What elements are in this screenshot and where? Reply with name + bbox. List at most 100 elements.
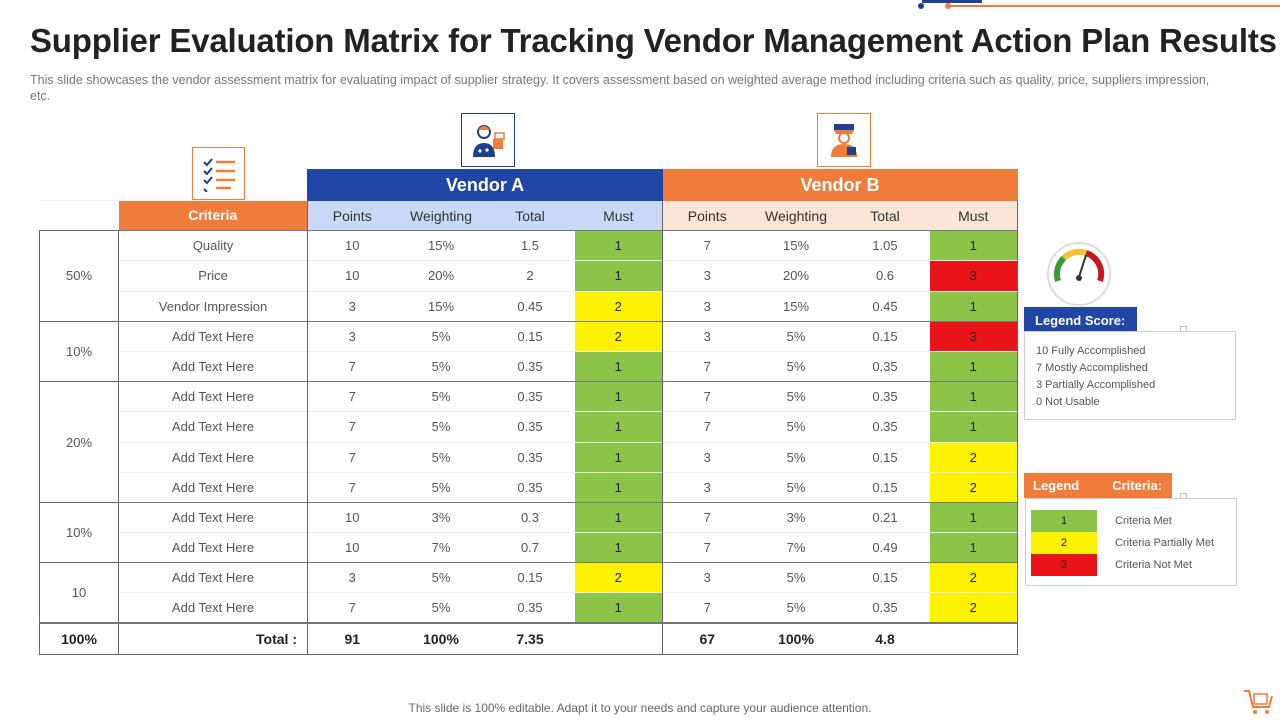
vendor-a-total-cell: 0.15 <box>485 562 575 593</box>
criteria-cell: Add Text Here <box>118 471 308 503</box>
vendor-a-points-cell: 7 <box>307 592 397 624</box>
vendor-a-weighting-cell: 15% <box>396 290 486 322</box>
page-subtitle: This slide showcases the vendor assessme… <box>30 73 1210 103</box>
vendor-b-total-cell: 0.35 <box>840 592 930 624</box>
vendor-a-points-cell: 3 <box>307 290 397 322</box>
legend-criteria-item: 1 Criteria Met <box>1031 510 1236 532</box>
vendor-b-must-cell: 1 <box>929 532 1018 563</box>
vendor-a-must-cell: 2 <box>574 320 663 352</box>
criteria-cell: Add Text Here <box>118 441 308 473</box>
total-vendor-b-points: 67 <box>662 622 752 655</box>
checklist-icon <box>192 147 245 200</box>
vendor-b-weighting-cell: 15% <box>751 290 841 322</box>
vendor-b-points-cell: 3 <box>662 320 752 352</box>
total-vendor-b-total: 4.8 <box>840 622 930 655</box>
vendor-b-must-cell: 3 <box>929 260 1018 292</box>
total-vendor-b-must <box>929 622 1018 655</box>
vendor-a-total-cell: 0.15 <box>485 320 575 352</box>
vendor-a-weighting-cell: 7% <box>396 532 486 563</box>
table-row: Add Text Here 7 5% 0.35 1 3 5% 0.15 2 <box>40 441 1018 473</box>
vendor-a-must-cell: 1 <box>574 471 663 503</box>
table-row: 10 Add Text Here 3 5% 0.15 2 3 5% 0.15 2 <box>39 562 1018 624</box>
criteria-cell: Add Text Here <box>118 562 308 593</box>
vendor-a-must-cell: 1 <box>574 230 663 261</box>
total-vendor-a-must <box>574 622 663 655</box>
vendor-b-points-cell: 3 <box>662 290 752 322</box>
vendor-b-weighting-cell: 5% <box>751 441 841 473</box>
vendor-b-weighting-cell: 5% <box>751 381 841 412</box>
legend-criteria-label: Criteria Partially Met <box>1115 537 1215 549</box>
total-vendor-a-total: 7.35 <box>485 622 575 655</box>
vendor-b-total-cell: 0.35 <box>840 411 930 442</box>
vendor-b-col-must: Must <box>929 200 1018 231</box>
vendor-b-points-cell: 7 <box>662 501 752 533</box>
vendor-b-points-cell: 7 <box>662 411 752 442</box>
vendor-b-points-cell: 7 <box>662 230 752 261</box>
vendor-a-must-cell: 2 <box>574 290 663 322</box>
table-row: Add Text Here 10 7% 0.7 1 7 7% 0.49 1 <box>40 532 1018 563</box>
vendor-a-header: Vendor A <box>307 169 663 201</box>
vendor-a-total-cell: 0.7 <box>485 532 575 563</box>
group-weight: 50% <box>39 230 119 322</box>
vendor-a-weighting-cell: 20% <box>396 260 486 292</box>
total-vendor-a-points: 91 <box>307 622 397 655</box>
group-weight: 10% <box>39 320 119 382</box>
criteria-cell: Vendor Impression <box>118 290 308 322</box>
legend-criteria-title: Legend Criteria: <box>1024 473 1172 498</box>
vendor-b-must-cell: 2 <box>929 562 1018 593</box>
criteria-cell: Add Text Here <box>118 320 308 352</box>
total-label: Total : <box>118 622 308 655</box>
legend-score-item: 0 Not Usable <box>1036 396 1100 408</box>
legend-score-item: 3 Partially Accomplished <box>1036 379 1156 391</box>
vendor-b-weighting-cell: 5% <box>751 320 841 352</box>
vendor-b-points-cell: 3 <box>662 562 752 593</box>
criteria-cell: Add Text Here <box>118 501 308 533</box>
vendor-a-weighting-cell: 3% <box>396 501 486 533</box>
vendor-a-col-weighting: Weighting <box>396 200 486 231</box>
criteria-cell: Add Text Here <box>118 532 308 563</box>
vendor-a-total-cell: 0.35 <box>485 411 575 442</box>
legend-criteria-label: Criteria Met <box>1115 515 1172 527</box>
vendor-b-weighting-cell: 5% <box>751 592 841 624</box>
vendor-a-total-cell: 0.35 <box>485 350 575 382</box>
vendor-a-total-cell: 0.35 <box>485 381 575 412</box>
vendor-b-weighting-cell: 20% <box>751 260 841 292</box>
vendor-b-total-cell: 0.35 <box>840 350 930 382</box>
vendor-a-total-cell: 1.5 <box>485 230 575 261</box>
vendor-b-total-cell: 0.35 <box>840 381 930 412</box>
vendor-b-must-cell: 1 <box>929 411 1018 442</box>
vendor-a-weighting-cell: 5% <box>396 562 486 593</box>
vendor-a-weighting-cell: 5% <box>396 411 486 442</box>
vendor-b-must-cell: 2 <box>929 592 1018 624</box>
vendor-b-points-cell: 7 <box>662 350 752 382</box>
vendor-b-must-cell: 3 <box>929 320 1018 352</box>
top-accent-dot <box>945 3 951 9</box>
vendor-a-must-cell: 1 <box>574 260 663 292</box>
vendor-b-header: Vendor B <box>662 169 1018 201</box>
vendor-b-col-weighting: Weighting <box>751 200 841 231</box>
vendor-b-must-cell: 1 <box>929 350 1018 382</box>
vendor-a-must-cell: 1 <box>574 381 663 412</box>
vendor-b-must-cell: 1 <box>929 230 1018 261</box>
vendor-a-total-cell: 0.45 <box>485 290 575 322</box>
table-row: Add Text Here 7 5% 0.35 1 7 5% 0.35 1 <box>40 350 1018 382</box>
criteria-header: Criteria <box>118 200 308 231</box>
legend-swatch-green: 1 <box>1031 510 1097 532</box>
vendor-b-must-cell: 1 <box>929 501 1018 533</box>
vendor-a-weighting-cell: 5% <box>396 320 486 352</box>
vendor-a-must-cell: 1 <box>574 592 663 624</box>
total-row: 100% Total :91 100% 7.35 67 100% 4.8 <box>39 622 1018 655</box>
table-row: 50% Quality 10 15% 1.5 1 7 15% 1.05 1 <box>39 230 1018 322</box>
group-weight: 10% <box>39 501 119 563</box>
total-vendor-b-weighting: 100% <box>751 622 841 655</box>
vendor-a-points-cell: 10 <box>307 260 397 292</box>
vendor-a-total-cell: 0.35 <box>485 471 575 503</box>
legend-score-title: Legend Score: <box>1024 307 1137 333</box>
vendor-b-weighting-cell: 5% <box>751 471 841 503</box>
vendor-a-points-cell: 10 <box>307 501 397 533</box>
criteria-cell: Add Text Here <box>118 350 308 382</box>
legend-criteria-box: 1 Criteria Met 2 Criteria Partially Met … <box>1025 498 1237 586</box>
vendor-b-weighting-cell: 5% <box>751 350 841 382</box>
vendor-a-weighting-cell: 5% <box>396 471 486 503</box>
footer-note: This slide is 100% editable. Adapt it to… <box>408 701 872 715</box>
